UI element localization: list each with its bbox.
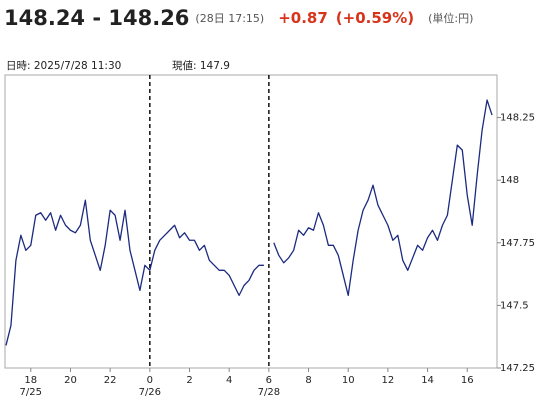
x-tick-label: 12: [382, 375, 395, 386]
y-tick-label: 147.75: [500, 238, 535, 249]
current-label: 現値: 147.9: [172, 59, 230, 72]
timestamp: (28日 17:15): [195, 12, 265, 25]
date-label: 7/28: [258, 387, 280, 398]
price-line: [5, 99, 493, 346]
change: +0.87: [278, 9, 328, 27]
x-tick-label: 10: [342, 375, 355, 386]
x-tick-label: 14: [421, 375, 434, 386]
x-tick-label: 20: [64, 375, 77, 386]
y-tick-label: 147.25: [500, 363, 535, 374]
unit: (単位:円): [428, 12, 474, 25]
x-tick-label: 8: [305, 375, 311, 386]
y-tick-label: 148.25: [500, 113, 535, 124]
y-tick-label: 147.5: [500, 300, 529, 311]
y-tick-label: 148: [500, 175, 519, 186]
date-label: 7/25: [20, 387, 42, 398]
x-tick-label: 16: [461, 375, 474, 386]
x-tick-label: 2: [186, 375, 192, 386]
change-pct: (+0.59%): [335, 9, 415, 27]
x-tick-label: 18: [24, 375, 37, 386]
datetime-label: 日時: 2025/7/28 11:30: [6, 60, 121, 72]
bid-ask: 148.24 - 148.26: [4, 6, 190, 30]
date-label: 7/26: [139, 387, 161, 398]
x-tick-label: 6: [266, 375, 272, 386]
x-tick-label: 4: [226, 375, 232, 386]
x-tick-label: 22: [104, 375, 117, 386]
x-tick-label: 0: [147, 375, 153, 386]
plot-frame: [4, 74, 498, 369]
header: 148.24 - 148.26 (28日 17:15) +0.87 (+0.59…: [4, 0, 473, 36]
